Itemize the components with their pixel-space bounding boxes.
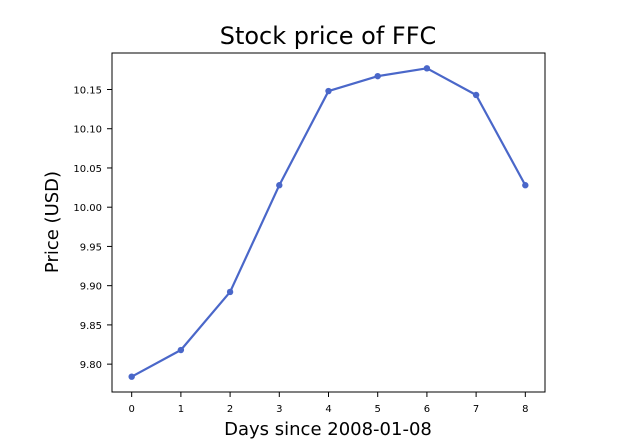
y-axis-label: Price (USD) — [42, 171, 63, 273]
data-point — [472, 91, 480, 99]
x-tick-label: 5 — [375, 404, 381, 415]
data-point — [374, 72, 381, 80]
y-tick-label: 10.10 — [73, 125, 102, 136]
x-tick-label: 8 — [522, 404, 528, 415]
y-tick-label: 9.85 — [80, 321, 102, 332]
y-axis-ticks: 9.80 9.85 9.90 9.95 10.00 10.05 10.10 10.15 — [73, 85, 112, 371]
y-tick-label: 9.80 — [80, 360, 102, 371]
x-tick-label: 2 — [227, 404, 233, 415]
data-point — [226, 288, 234, 296]
x-tick-label: 6 — [424, 404, 430, 415]
x-tick-label: 3 — [276, 404, 282, 415]
series-layer — [128, 65, 529, 380]
series-line — [130, 67, 527, 378]
data-point — [128, 373, 135, 380]
data-point — [522, 182, 529, 189]
x-axis-ticks: 0 1 2 3 4 5 6 7 8 — [128, 392, 529, 415]
chart-title: Stock price of FFC — [220, 22, 437, 50]
y-tick-label: 9.90 — [80, 282, 102, 293]
y-tick-label: 10.15 — [73, 85, 102, 96]
y-tick-label: 10.00 — [73, 203, 102, 214]
data-point — [423, 65, 431, 72]
y-tick-label: 10.05 — [73, 164, 102, 175]
x-tick-label: 1 — [178, 404, 184, 415]
x-tick-label: 4 — [325, 404, 331, 415]
data-point — [177, 346, 185, 354]
x-axis-label: Days since 2008-01-08 — [224, 419, 432, 440]
y-tick-label: 9.95 — [80, 242, 102, 253]
x-tick-label: 0 — [128, 404, 134, 415]
data-point — [276, 182, 283, 189]
data-point — [325, 87, 332, 95]
x-tick-label: 7 — [473, 404, 479, 415]
